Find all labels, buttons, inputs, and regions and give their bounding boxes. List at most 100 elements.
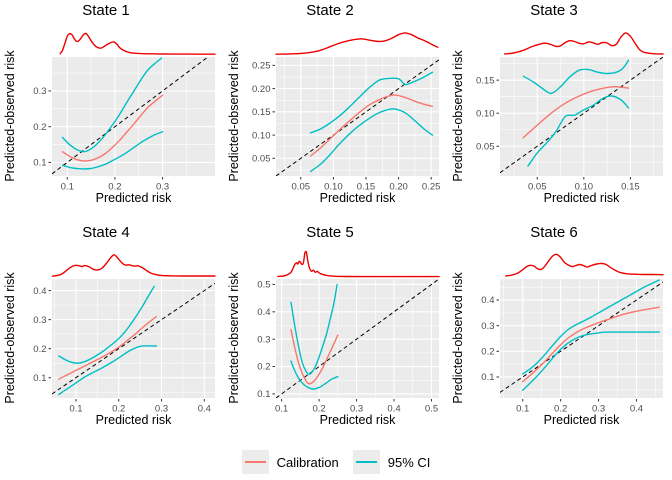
panel-state-6: 0.1 0.2 0.3 0.4 0.1 0.2 0.3 0.4 State 6 Predicted…	[448, 222, 672, 444]
x-axis-label: Predicted risk	[543, 191, 620, 205]
panel-title: State 2	[306, 2, 354, 19]
panel-title: State 3	[530, 2, 578, 19]
x-tick-label: 0.2	[112, 404, 125, 415]
y-tick-label: 0.1	[33, 373, 46, 384]
panel-title: State 1	[82, 2, 130, 19]
ci-upper-curve	[61, 57, 163, 153]
x-tick-label: 0.15	[357, 182, 376, 193]
ci-lower-curve	[309, 108, 434, 173]
identity-line	[276, 59, 439, 176]
y-tick-label: 0.3	[481, 321, 494, 332]
x-tick-label: 0.15	[621, 182, 640, 193]
panel-title: State 5	[306, 224, 354, 241]
calibration-curve	[290, 328, 339, 385]
y-tick-label: 0.5	[257, 280, 270, 291]
y-tick-label: 0.20	[252, 84, 271, 95]
y-axis-label: Predicted-observed risk	[3, 50, 17, 182]
ci-lower-curve	[61, 131, 164, 170]
x-tick-label: 0.1	[69, 404, 82, 415]
ci-lower-curve	[522, 331, 660, 391]
x-tick-label: 0.1	[516, 404, 529, 415]
plot-svg-state-4: 0.1 0.2 0.3 0.4 0.1 0.2 0.3 0.4	[33, 254, 216, 415]
density-curve	[59, 32, 216, 55]
legend-item-ci: 95% CI	[352, 450, 431, 474]
y-tick-label: 0.10	[476, 108, 495, 119]
panel-state-1: 0.1 0.2 0.3 0.1 0.2 0.3 State 1 Predicted risk P…	[0, 0, 224, 222]
legend: Calibration 95% CI	[0, 444, 672, 480]
panel-state-3: 0.05 0.10 0.15 0.05 0.10 0.15 State 3 Predicted…	[448, 0, 672, 222]
x-tick-label: 0.3	[156, 182, 169, 193]
x-tick-label: 0.3	[155, 404, 168, 415]
identity-line	[500, 57, 663, 174]
panel-state-4: 0.1 0.2 0.3 0.4 0.1 0.2 0.3 0.4 State 4 Predicted…	[0, 222, 224, 444]
x-tick-label: 0.05	[528, 182, 547, 193]
x-tick-label: 0.3	[592, 404, 605, 415]
x-tick-label: 0.20	[389, 182, 408, 193]
legend-label-ci: 95% CI	[387, 454, 431, 470]
plot-panel-background	[52, 57, 215, 176]
x-tick-label: 0.3	[350, 404, 363, 415]
identity-line	[52, 57, 209, 175]
ci-lower-curve	[58, 345, 158, 396]
density-curve	[51, 254, 216, 277]
x-tick-label: 0.2	[108, 182, 121, 193]
y-tick-label: 0.4	[257, 307, 270, 318]
x-tick-label: 0.1	[61, 182, 74, 193]
x-tick-label: 0.05	[292, 182, 311, 193]
x-tick-label: 0.10	[575, 182, 594, 193]
density-curve	[277, 250, 440, 278]
x-tick-label: 0.2	[312, 404, 325, 415]
x-tick-label: 0.4	[387, 404, 400, 415]
y-axis-label: Predicted-observed risk	[3, 272, 17, 404]
plot-svg-state-6: 0.1 0.2 0.3 0.4 0.1 0.2 0.3 0.4	[481, 253, 664, 415]
plot-svg-state-2: 0.05 0.10 0.15 0.20 0.25 0.05 0.10 0.15 0.20 0.25	[252, 32, 440, 193]
ci-upper-curve	[522, 279, 660, 375]
x-axis-label: Predicted risk	[543, 413, 620, 427]
plot-panel-background	[500, 57, 663, 176]
x-tick-label: 0.4	[630, 404, 643, 415]
ci-lower-curve	[527, 95, 630, 167]
plot-svg-state-3: 0.05 0.10 0.15 0.05 0.10 0.15	[476, 32, 664, 193]
panel-title: State 4	[82, 224, 130, 241]
y-tick-label: 0.2	[481, 347, 494, 358]
y-tick-label: 0.3	[257, 334, 270, 345]
density-curve	[505, 253, 664, 277]
calibration-curve	[522, 306, 660, 383]
panel-state-2: 0.05 0.10 0.15 0.20 0.25 0.05 0.10 0.15 0.20 0.25…	[224, 0, 448, 222]
density-curve	[275, 32, 439, 55]
density-curve	[504, 32, 664, 55]
ci-lower-curve	[290, 360, 339, 390]
ci-upper-curve	[309, 71, 434, 134]
legend-label-calibration: Calibration	[276, 454, 339, 470]
y-axis-label: Predicted-observed risk	[227, 50, 241, 182]
y-tick-label: 0.25	[252, 61, 271, 72]
x-tick-label: 0.2	[554, 404, 567, 415]
panel-title: State 6	[530, 224, 578, 241]
y-tick-label: 0.2	[257, 362, 270, 373]
y-tick-label: 0.1	[481, 372, 494, 383]
x-tick-label: 0.10	[324, 182, 343, 193]
panel-state-5: 0.1 0.2 0.3 0.4 0.5 0.1 0.2 0.3 0.4 0.5 State 5 Pre…	[224, 222, 448, 444]
y-axis-label: Predicted-observed risk	[451, 272, 465, 404]
x-tick-label: 0.5	[425, 404, 438, 415]
y-tick-label: 0.10	[252, 130, 271, 141]
x-axis-label: Predicted risk	[95, 191, 172, 205]
x-axis-label: Predicted risk	[319, 191, 396, 205]
legend-item-calibration: Calibration	[241, 450, 339, 474]
calibration-curve	[522, 85, 630, 139]
y-tick-label: 0.15	[252, 107, 271, 118]
y-axis-label: Predicted-observed risk	[451, 50, 465, 182]
y-tick-label: 0.4	[481, 295, 494, 306]
y-tick-label: 0.2	[33, 122, 46, 133]
y-tick-label: 0.15	[476, 75, 495, 86]
x-tick-label: 0.1	[275, 404, 288, 415]
legend-key-ci	[352, 450, 380, 474]
y-tick-label: 0.05	[476, 141, 495, 152]
calibration-curve	[58, 316, 158, 380]
ci-upper-curve	[522, 59, 630, 95]
y-tick-label: 0.1	[33, 158, 46, 169]
identity-line	[52, 282, 215, 395]
x-axis-label: Predicted risk	[95, 413, 172, 427]
identity-line	[276, 279, 439, 398]
